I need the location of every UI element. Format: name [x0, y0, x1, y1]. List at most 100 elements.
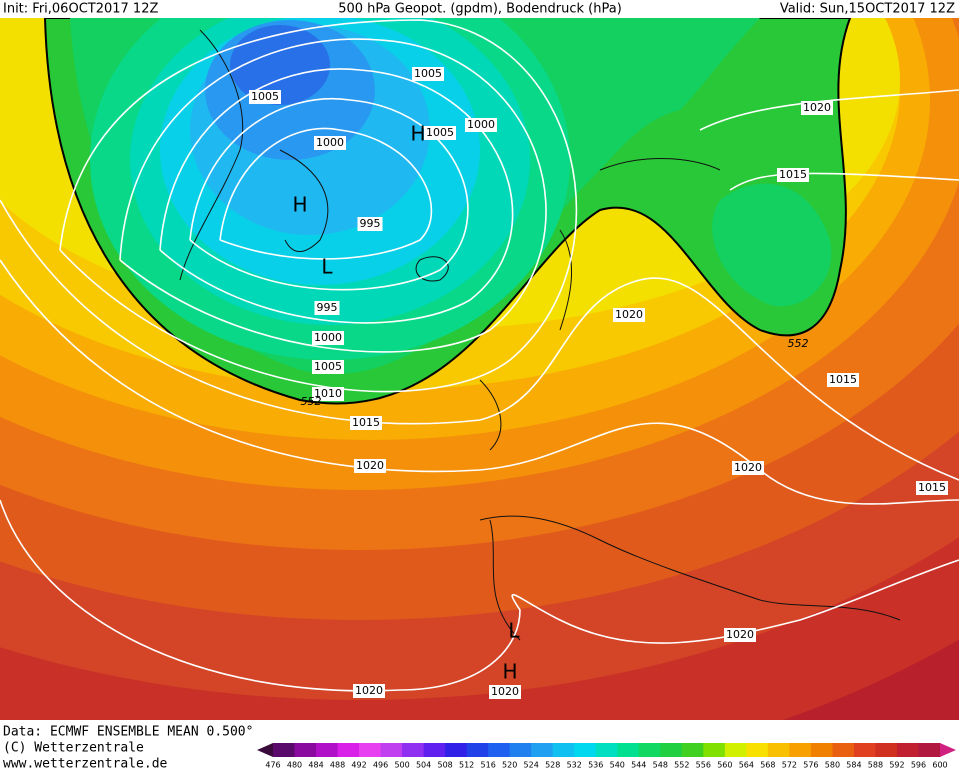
colorbar-swatch — [810, 743, 833, 757]
isobar-label-box — [350, 416, 382, 430]
isobar — [59, 19, 578, 393]
colorbar: 476 480 484 488 492 496 500 504 508 512 516 520 524 5… — [257, 743, 956, 770]
pressure-center: L — [508, 619, 520, 643]
pressure-center: H — [410, 122, 425, 146]
isobar-label: 995 — [360, 217, 381, 230]
colorbar-swatch — [617, 743, 640, 757]
isobar-label-box — [314, 301, 340, 315]
isobar-label-box — [314, 136, 346, 150]
isobar-label: 1005 — [426, 126, 454, 139]
isobar-label: 1015 — [829, 373, 857, 386]
isobar-label-box — [353, 684, 385, 698]
isobar-label-box — [827, 373, 859, 387]
isobar-label-box — [312, 360, 344, 374]
isobar-label-box — [916, 481, 948, 495]
colorbar-label: 584 — [846, 761, 861, 770]
coastline — [179, 29, 901, 641]
colorbar-label: 520 — [502, 761, 517, 770]
isobar-label: 552 — [301, 395, 322, 408]
isobar-label: 1020 — [356, 459, 384, 472]
colorbar-label: 596 — [911, 761, 926, 770]
isobar-label: 1000 — [314, 331, 342, 344]
isobar-label: 1015 — [352, 416, 380, 429]
colorbar-end — [940, 743, 956, 757]
pressure-center: H — [502, 660, 517, 684]
colorbar-swatch — [273, 743, 296, 757]
colorbar-label: 592 — [889, 761, 904, 770]
isobar-label: 1005 — [251, 90, 279, 103]
isobar-label-box — [489, 685, 521, 699]
colorbar-label: 508 — [437, 761, 452, 770]
isobar-label-box — [724, 628, 756, 642]
colorbar-swatch — [853, 743, 876, 757]
colorbar-swatch — [660, 743, 683, 757]
colorbar-swatch — [681, 743, 704, 757]
colorbar-swatch — [767, 743, 790, 757]
colorbar-end — [257, 743, 273, 757]
isobar — [0, 199, 959, 481]
height-band — [712, 183, 832, 307]
colorbar-label: 588 — [868, 761, 883, 770]
colorbar-label: 500 — [394, 761, 409, 770]
colorbar-swatch — [337, 743, 360, 757]
data-source: Data: ECMWF ENSEMBLE MEAN 0.500° — [3, 725, 253, 740]
colorbar-label: 580 — [825, 761, 840, 770]
colorbar-label: 512 — [459, 761, 474, 770]
colorbar-swatch — [316, 743, 339, 757]
isobar-label: 1015 — [918, 481, 946, 494]
colorbar-swatch — [509, 743, 532, 757]
isobar-label: 1020 — [734, 461, 762, 474]
isobar — [0, 259, 959, 505]
isobar-label-box — [249, 90, 281, 104]
colorbar-label: 532 — [567, 761, 582, 770]
colorbar-label: 540 — [610, 761, 625, 770]
colorbar-swatch — [724, 743, 747, 757]
colorbar-label: 552 — [674, 761, 689, 770]
colorbar-swatch — [294, 743, 317, 757]
colorbar-label: 516 — [481, 761, 496, 770]
colorbar-swatch — [875, 743, 898, 757]
isobar-label-box — [412, 67, 444, 81]
isobar-label: 1015 — [779, 168, 807, 181]
colorbar-label: 572 — [782, 761, 797, 770]
isobar-label: 1020 — [491, 685, 519, 698]
colorbar-label: 504 — [416, 761, 431, 770]
colorbar-label: 560 — [717, 761, 732, 770]
colorbar-label: 488 — [330, 761, 345, 770]
isobar-label-box — [424, 126, 456, 140]
isobar-label-box — [465, 118, 497, 132]
colorbar-swatch — [703, 743, 726, 757]
isobar-label: 552 — [788, 337, 809, 350]
colorbar-label: 496 — [373, 761, 388, 770]
isobar-label: 1020 — [726, 628, 754, 641]
isobar-label: 1000 — [316, 136, 344, 149]
isobar-label-box — [801, 101, 833, 115]
pressure-center: L — [321, 255, 333, 279]
colorbar-swatch — [531, 743, 554, 757]
colorbar-swatch — [445, 743, 468, 757]
isobar — [159, 68, 514, 324]
colorbar-label: 568 — [760, 761, 775, 770]
isobar-label: 995 — [317, 301, 338, 314]
colorbar-label: 476 — [265, 761, 280, 770]
colorbar-label: 524 — [524, 761, 539, 770]
init-time: Init: Fri,06OCT2017 12Z — [3, 2, 158, 17]
isobar-label-box — [354, 459, 386, 473]
isobar-label: 1020 — [615, 308, 643, 321]
isobar-label: 1005 — [314, 360, 342, 373]
valid-time: Valid: Sun,15OCT2017 12Z — [780, 2, 955, 17]
colorbar-swatch — [832, 743, 855, 757]
pressure-center: H — [292, 193, 307, 217]
colorbar-swatch — [488, 743, 511, 757]
colorbar-swatch — [552, 743, 575, 757]
colorbar-swatch — [574, 743, 597, 757]
colorbar-label: 492 — [351, 761, 366, 770]
map-labels: 1005 1005 1000 1005 1000 995 995 1000 1005 1010 10… — [249, 67, 948, 699]
colorbar-swatch — [746, 743, 769, 757]
website: www.wetterzentrale.de — [3, 757, 168, 770]
colorbar-swatch — [789, 743, 812, 757]
isobar-label-box — [613, 308, 645, 322]
isobar-label: 1020 — [355, 684, 383, 697]
